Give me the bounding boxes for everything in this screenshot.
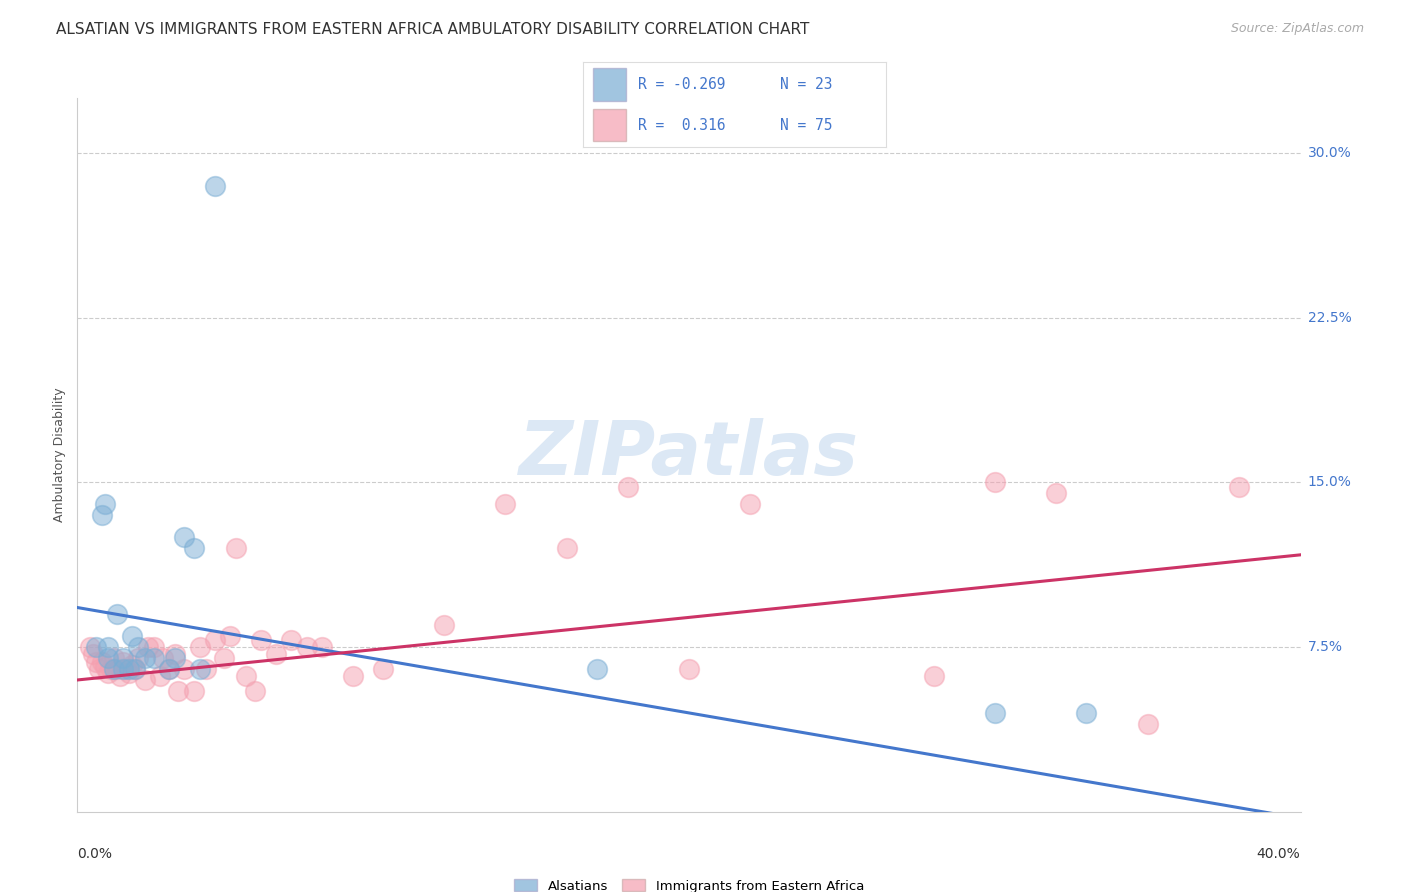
Text: 22.5%: 22.5% — [1308, 310, 1351, 325]
Text: Source: ZipAtlas.com: Source: ZipAtlas.com — [1230, 22, 1364, 36]
FancyBboxPatch shape — [592, 69, 626, 101]
Point — [124, 662, 146, 676]
Point — [740, 497, 762, 511]
Point — [112, 662, 135, 676]
Point — [84, 640, 107, 654]
Point — [433, 618, 456, 632]
Point — [212, 651, 235, 665]
Point — [225, 541, 247, 556]
Point — [127, 651, 149, 665]
Point — [188, 640, 211, 654]
Point — [165, 651, 187, 665]
Text: 30.0%: 30.0% — [1308, 146, 1351, 160]
Point — [586, 662, 609, 676]
Text: N = 23: N = 23 — [780, 77, 832, 92]
Point — [371, 662, 394, 676]
Point — [94, 660, 117, 674]
Point — [112, 651, 135, 665]
Point — [295, 640, 318, 654]
Point — [280, 633, 302, 648]
Legend: Alsatians, Immigrants from Eastern Africa: Alsatians, Immigrants from Eastern Afric… — [509, 874, 869, 892]
Point — [204, 633, 226, 648]
Point — [243, 684, 266, 698]
Point — [105, 607, 128, 621]
Point — [1045, 486, 1067, 500]
Text: N = 75: N = 75 — [780, 118, 832, 133]
Point — [105, 662, 128, 676]
Point — [1076, 706, 1098, 720]
Text: ALSATIAN VS IMMIGRANTS FROM EASTERN AFRICA AMBULATORY DISABILITY CORRELATION CHA: ALSATIAN VS IMMIGRANTS FROM EASTERN AFRI… — [56, 22, 810, 37]
Point — [118, 662, 141, 676]
Point — [188, 662, 211, 676]
Point — [134, 673, 156, 687]
Point — [157, 662, 180, 676]
Point — [157, 662, 180, 676]
Point — [984, 475, 1007, 490]
Point — [90, 508, 112, 523]
FancyBboxPatch shape — [592, 109, 626, 141]
Point — [555, 541, 578, 556]
Point — [136, 640, 159, 654]
Point — [183, 541, 205, 556]
Point — [173, 662, 195, 676]
Text: ZIPatlas: ZIPatlas — [519, 418, 859, 491]
Point — [118, 666, 141, 681]
Point — [250, 633, 273, 648]
Point — [100, 662, 122, 676]
Point — [108, 668, 131, 682]
Point — [103, 662, 125, 676]
Point — [121, 657, 143, 672]
Point — [127, 640, 149, 654]
Point — [82, 647, 104, 661]
Point — [149, 668, 172, 682]
Point — [264, 647, 287, 661]
Point — [173, 530, 195, 544]
Point — [97, 651, 120, 665]
Point — [142, 651, 165, 665]
Text: R = -0.269: R = -0.269 — [638, 77, 725, 92]
Text: 0.0%: 0.0% — [77, 847, 112, 862]
Point — [94, 497, 117, 511]
Point — [311, 640, 333, 654]
Point — [112, 656, 135, 670]
Point — [1136, 717, 1159, 731]
Point — [204, 178, 226, 193]
Text: 7.5%: 7.5% — [1308, 640, 1343, 654]
Point — [115, 662, 138, 676]
Point — [90, 656, 112, 670]
Point — [134, 651, 156, 665]
Point — [1229, 480, 1251, 494]
Point — [219, 629, 242, 643]
Point — [617, 480, 640, 494]
Point — [124, 662, 146, 676]
Point — [495, 497, 517, 511]
Text: 15.0%: 15.0% — [1308, 475, 1351, 490]
Point — [984, 706, 1007, 720]
Point — [79, 640, 101, 654]
Point — [678, 662, 700, 676]
Point — [97, 640, 120, 654]
Point — [97, 666, 120, 681]
Point — [103, 651, 125, 665]
Text: R =  0.316: R = 0.316 — [638, 118, 725, 133]
Point — [142, 640, 165, 654]
Point — [87, 662, 110, 676]
Point — [167, 684, 190, 698]
Point — [342, 668, 364, 682]
Point — [235, 668, 257, 682]
Point — [84, 656, 107, 670]
Point — [121, 629, 143, 643]
Point — [165, 647, 187, 661]
Text: 40.0%: 40.0% — [1257, 847, 1301, 862]
Y-axis label: Ambulatory Disability: Ambulatory Disability — [53, 388, 66, 522]
Point — [194, 662, 217, 676]
Point — [922, 668, 945, 682]
Point — [152, 651, 174, 665]
Point — [183, 684, 205, 698]
